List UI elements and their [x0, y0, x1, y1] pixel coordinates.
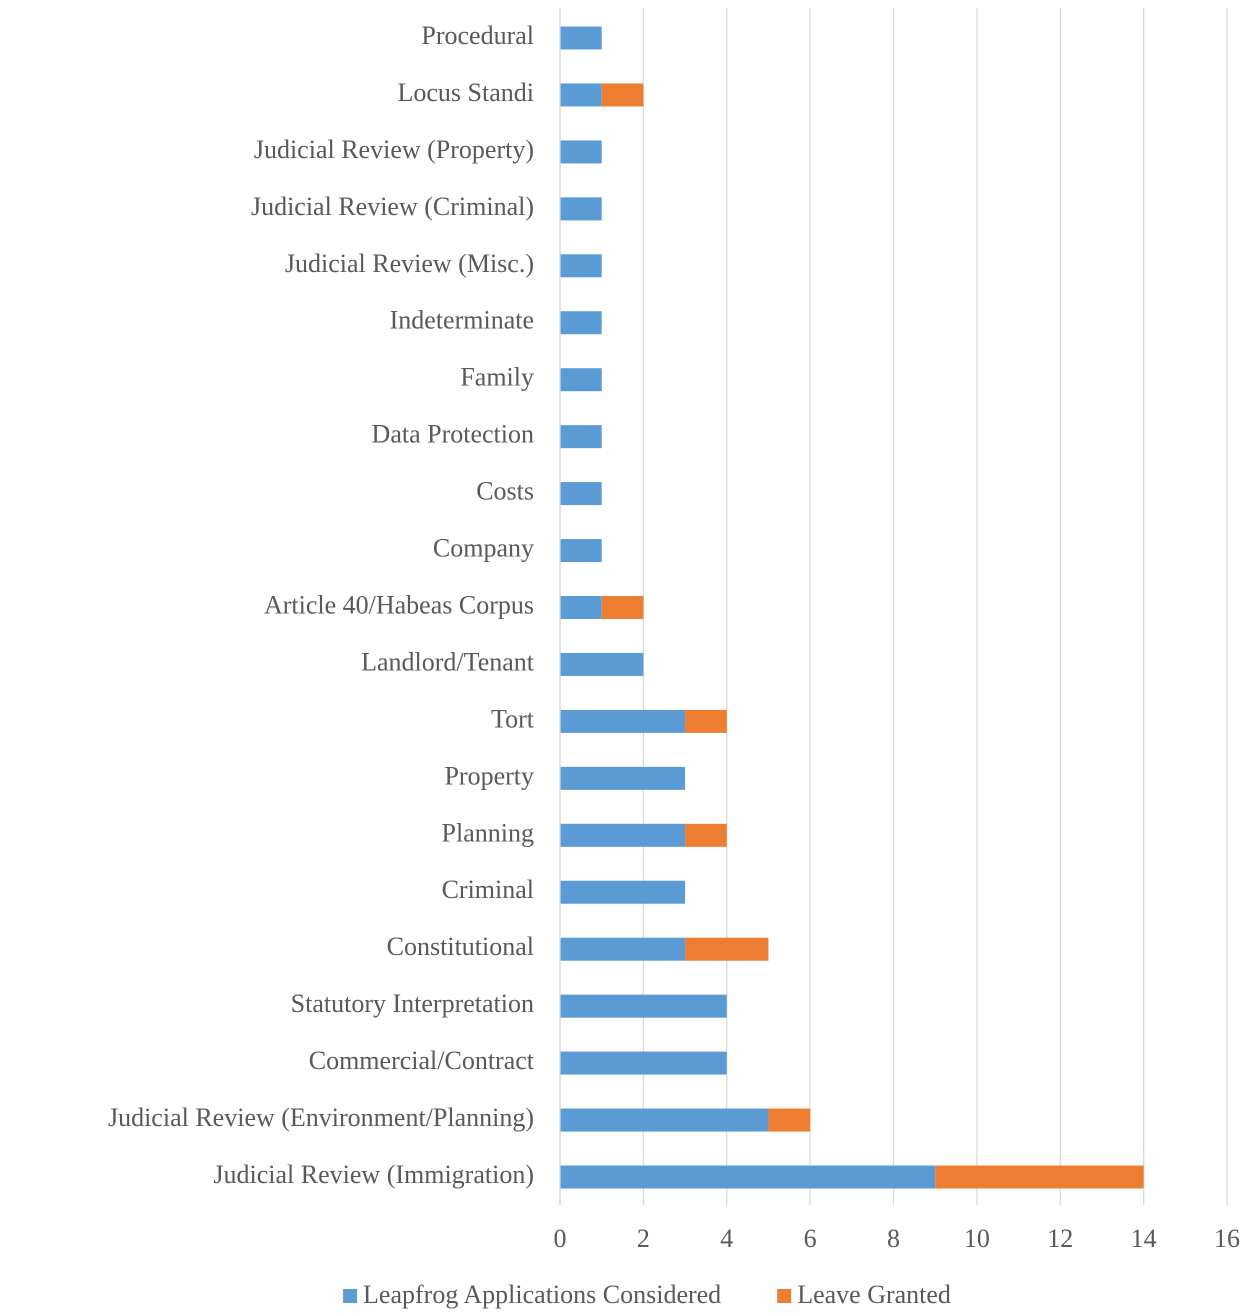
bar-segment — [685, 937, 769, 961]
bar-segment — [560, 994, 727, 1018]
bar-segment — [560, 652, 644, 676]
bar-segment — [560, 425, 602, 449]
y-tick-label: Criminal — [442, 875, 534, 904]
y-tick-label: Judicial Review (Criminal) — [251, 192, 534, 221]
bar-segment — [560, 1108, 769, 1132]
y-tick-label: Data Protection — [372, 420, 534, 449]
y-tick-label: Judicial Review (Immigration) — [213, 1160, 534, 1189]
bar-segment — [560, 596, 602, 619]
x-tick-label: 12 — [1047, 1224, 1073, 1253]
bar-segment — [560, 823, 686, 847]
bar-segment — [601, 83, 644, 107]
bar-segment — [935, 1165, 1144, 1189]
y-tick-label: Tort — [491, 704, 535, 733]
bar-segment — [560, 766, 686, 790]
y-tick-label: Locus Standi — [398, 78, 535, 107]
bar-segment — [560, 937, 686, 961]
y-tick-label: Commercial/Contract — [309, 1046, 535, 1075]
x-tick-label: 4 — [720, 1224, 733, 1253]
bar-segment — [560, 83, 602, 107]
y-tick-label: Landlord/Tenant — [361, 647, 535, 676]
y-tick-label: Judicial Review (Property) — [254, 135, 534, 164]
legend-label: Leapfrog Applications Considered — [363, 1280, 721, 1309]
y-tick-label: Costs — [476, 477, 534, 506]
y-tick-label: Procedural — [421, 21, 534, 50]
x-tick-label: 2 — [637, 1224, 650, 1253]
y-tick-label: Property — [444, 761, 534, 790]
bar-segment — [560, 254, 602, 278]
bar-segment — [685, 709, 727, 733]
bar-segment — [560, 709, 686, 733]
legend-swatch — [777, 1289, 792, 1303]
y-tick-label: Statutory Interpretation — [291, 989, 534, 1018]
bar-segment — [560, 26, 602, 50]
bar-segment — [560, 1051, 727, 1075]
y-tick-label: Indeterminate — [390, 306, 534, 335]
y-tick-label: Planning — [442, 818, 534, 847]
bar-segment — [685, 823, 727, 847]
legend-swatch — [343, 1289, 358, 1303]
y-tick-label: Article 40/Habeas Corpus — [264, 590, 534, 619]
x-tick-label: 14 — [1131, 1224, 1157, 1253]
bar-segment — [560, 482, 602, 506]
bar-segment — [560, 539, 602, 563]
bar-segment — [560, 311, 602, 335]
x-tick-label: 0 — [554, 1224, 567, 1253]
y-tick-label: Family — [460, 363, 534, 392]
bar-segment — [601, 596, 644, 619]
bar-segment — [560, 197, 602, 221]
x-tick-label: 8 — [887, 1224, 900, 1253]
bar-segment — [560, 140, 602, 164]
bar-segment — [560, 1165, 936, 1189]
bar-segment — [768, 1108, 811, 1132]
bar-segment — [560, 880, 686, 904]
x-tick-label: 10 — [964, 1224, 990, 1253]
x-tick-label: 16 — [1214, 1224, 1240, 1253]
legend-label: Leave Granted — [797, 1280, 951, 1309]
y-tick-label: Judicial Review (Misc.) — [285, 249, 534, 278]
y-tick-label: Company — [433, 534, 534, 563]
bar-segment — [560, 368, 602, 392]
y-tick-label: Constitutional — [387, 932, 534, 961]
y-tick-label: Judicial Review (Environment/Planning) — [108, 1103, 534, 1132]
x-tick-label: 6 — [804, 1224, 817, 1253]
